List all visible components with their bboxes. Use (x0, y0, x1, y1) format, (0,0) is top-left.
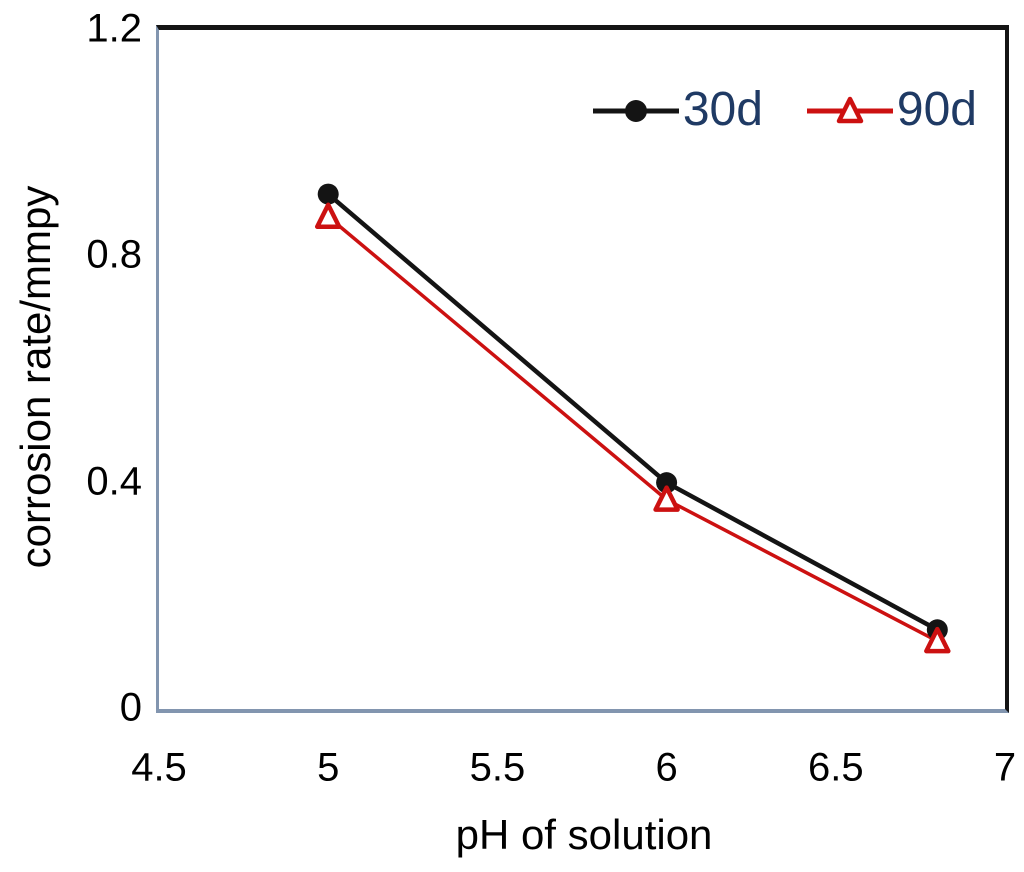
open-triangle-icon-90d-2 (924, 626, 951, 654)
legend-entry-90d: 90d (805, 86, 977, 134)
y-tick-label-0: 0 (119, 685, 142, 730)
x-tick-label-7: 7 (993, 745, 1017, 790)
legend-label-30d: 30d (682, 83, 763, 136)
y-axis-title: corrosion rate/mmpy (12, 185, 59, 569)
y-tick-label-0.8: 0.8 (86, 232, 142, 277)
filled-circle-icon-30d-0 (317, 183, 339, 205)
series-line-90d (327, 215, 939, 643)
plot-area: 30d 90d (156, 25, 1009, 713)
x-tick-label-5: 5 (317, 745, 340, 790)
legend-open-triangle-icon (806, 96, 893, 124)
open-triangle-icon-90d-1 (653, 485, 680, 512)
filled-circle-icon-30d-1 (656, 472, 678, 494)
x-tick-label-6.5: 6.5 (807, 745, 864, 790)
x-tick-label-6: 6 (655, 745, 678, 790)
legend-marker-30d (624, 100, 647, 122)
x-axis-title: pH of solution (455, 811, 713, 858)
legend: 30d 90d (591, 86, 977, 134)
y-tick-label-0.4: 0.4 (86, 459, 142, 504)
legend-label-90d: 90d (896, 83, 977, 136)
legend-entry-30d: 30d (591, 86, 763, 134)
legend-marker-90d (836, 96, 864, 124)
series-line-30d (326, 192, 939, 632)
x-tick-label-5.5: 5.5 (469, 745, 526, 790)
open-triangle-icon-90d-0 (314, 202, 342, 229)
y-tick-label-1.2: 1.2 (86, 6, 142, 51)
legend-filled-circle-icon (592, 100, 679, 122)
x-tick-label-4.5: 4.5 (131, 745, 187, 790)
chart-series-canvas (314, 183, 951, 654)
